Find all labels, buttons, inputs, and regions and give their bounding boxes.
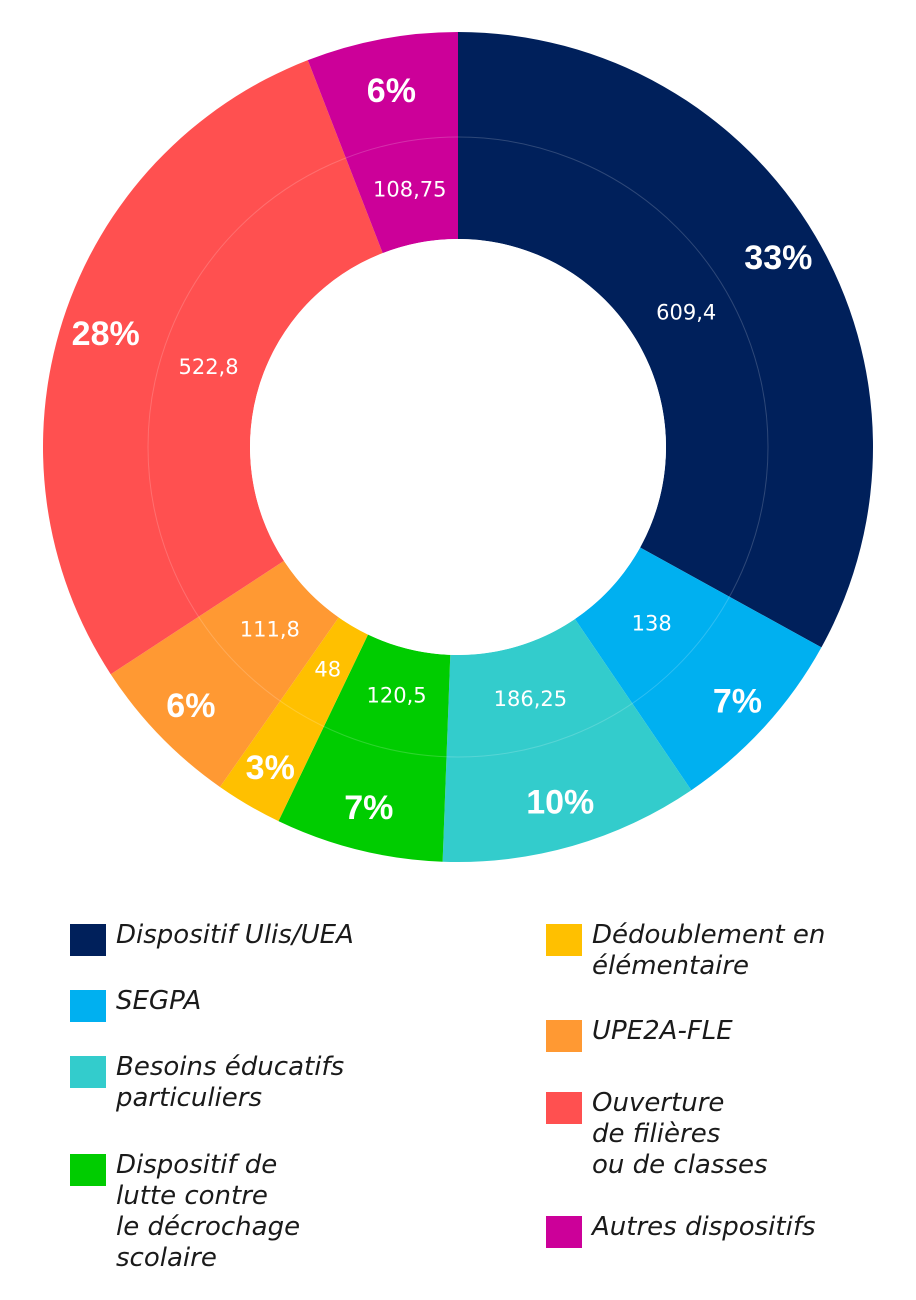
donut-chart-svg: 33% 609,4 7% 138 10% 186,25 7% 120,5 3% 48 6% 111,8… xyxy=(42,31,874,863)
value-label-dedoublement: 48 xyxy=(314,658,341,682)
percent-label-segpa: 7% xyxy=(713,683,762,721)
legend-label-dedoublement: Dédoublement en élémentaire xyxy=(592,920,826,981)
value-label-upe2a: 111,8 xyxy=(240,617,300,641)
value-label-segpa: 138 xyxy=(632,611,672,635)
legend-item-autres: Autres dispositifs xyxy=(546,1212,816,1248)
value-label-besoins: 186,25 xyxy=(494,687,567,711)
legend-swatch-dedoublement xyxy=(546,924,582,956)
value-label-decrochage: 120,5 xyxy=(367,684,427,708)
percent-label-autres: 6% xyxy=(367,72,416,110)
legend-label-ouverture: Ouverture de filières ou de classes xyxy=(592,1088,768,1180)
legend-item-ulis: Dispositif Ulis/UEA xyxy=(70,920,354,956)
donut-slice-ouverture xyxy=(42,60,383,675)
legend-swatch-autres xyxy=(546,1216,582,1248)
donut-slice-autres xyxy=(307,31,458,254)
legend-label-upe2a: UPE2A-FLE xyxy=(592,1016,733,1046)
donut-slice-besoins xyxy=(442,619,692,863)
percent-label-upe2a: 6% xyxy=(166,687,215,725)
percent-label-besoins: 10% xyxy=(526,784,594,822)
legend-label-autres: Autres dispositifs xyxy=(592,1212,816,1242)
legend-item-decrochage: Dispositif de lutte contre le décrochage… xyxy=(70,1150,300,1274)
legend-item-besoins: Besoins éducatifs particuliers xyxy=(70,1052,344,1114)
legend-label-decrochage: Dispositif de lutte contre le décrochage… xyxy=(116,1150,301,1273)
donut-slice-upe2a xyxy=(110,560,339,787)
value-label-autres: 108,75 xyxy=(373,177,446,201)
legend-swatch-ulis xyxy=(70,924,106,956)
value-label-ulis: 609,4 xyxy=(656,300,716,324)
ring-separator xyxy=(147,136,769,758)
donut-slice-ulis xyxy=(458,32,874,648)
legend-item-segpa: SEGPA xyxy=(70,986,201,1022)
donut-chart: 33% 609,4 7% 138 10% 186,25 7% 120,5 3% 48 6% 111,8… xyxy=(42,31,874,863)
legend-swatch-segpa xyxy=(70,990,106,1022)
percent-label-ulis: 33% xyxy=(744,239,812,277)
legend-swatch-upe2a xyxy=(546,1020,582,1052)
percent-label-ouverture: 28% xyxy=(72,315,140,353)
donut-slice-decrochage xyxy=(278,634,451,862)
legend-swatch-ouverture xyxy=(546,1092,582,1124)
percent-label-dedoublement: 3% xyxy=(246,749,295,787)
donut-slice-dedoublement xyxy=(219,617,369,822)
donut-hole xyxy=(250,239,666,655)
percent-label-decrochage: 7% xyxy=(344,789,393,827)
donut-slice-segpa xyxy=(574,547,822,791)
legend-label-besoins: Besoins éducatifs particuliers xyxy=(116,1052,345,1113)
legend-swatch-besoins xyxy=(70,1056,106,1088)
legend-label-segpa: SEGPA xyxy=(116,986,202,1016)
legend-item-ouverture: Ouverture de filières ou de classes xyxy=(546,1088,768,1181)
legend-item-upe2a: UPE2A-FLE xyxy=(546,1016,733,1052)
legend-item-dedoublement: Dédoublement en élémentaire xyxy=(546,920,825,982)
legend-swatch-decrochage xyxy=(70,1154,106,1186)
value-label-ouverture: 522,8 xyxy=(178,355,238,379)
legend-label-ulis: Dispositif Ulis/UEA xyxy=(116,920,354,950)
